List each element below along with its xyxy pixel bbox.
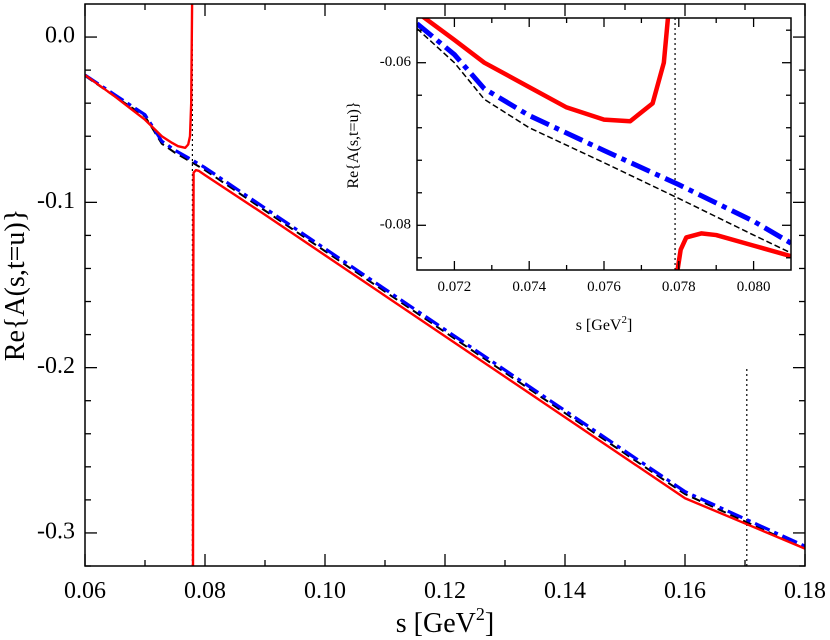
inset-x-tick-label: 0.078 (662, 279, 696, 295)
inset-series-dashed-black (417, 28, 791, 254)
inset-series-group (417, 18, 791, 270)
main-y-tick-label: -0.1 (37, 188, 75, 214)
inset-y-tick-label: -0.06 (380, 54, 412, 70)
main-y-tick-label: -0.3 (37, 518, 75, 544)
main-x-tick-label: 0.06 (64, 578, 106, 604)
main-y-tick-label: -0.2 (37, 353, 75, 379)
inset-x-tick-label: 0.072 (438, 279, 472, 295)
main-x-axis: 0.06 0.08 0.10 0.12 0.14 0.16 0.18 (64, 4, 826, 604)
main-series-dash-dot-blue (85, 73, 805, 548)
inset-y-axis-title: Re{A(s,t=u)} (345, 101, 362, 188)
inset-y-tick-label: -0.08 (380, 217, 411, 233)
main-x-tick-label: 0.16 (664, 578, 706, 604)
inset-series-solid-red-part2 (675, 231, 791, 270)
main-x-tick-label: 0.10 (304, 578, 346, 604)
main-x-tick-label: 0.14 (544, 578, 586, 604)
main-x-tick-label: 0.08 (184, 578, 226, 604)
inset-x-tick-label: 0.074 (512, 279, 546, 295)
main-x-tick-label: 0.12 (424, 578, 466, 604)
main-x-axis-title: s [GeV2] (396, 604, 494, 639)
main-series-group (85, 4, 805, 566)
inset-x-axis-title: s [GeV2] (576, 314, 633, 334)
inset-series-dash-dot-blue (417, 21, 791, 246)
inset-chart: 0.072 0.074 0.076 0.078 0.080 -0.06 -0.08 s [… (345, 17, 792, 334)
inset-x-axis: 0.072 0.074 0.076 0.078 0.080 (438, 18, 771, 295)
main-y-axis: 0.0 -0.1 -0.2 -0.3 (37, 23, 805, 567)
main-series-solid-red-part1 (85, 4, 194, 150)
inset-y-axis: -0.06 -0.08 (380, 29, 791, 259)
main-y-tick-label: 0.0 (45, 23, 75, 49)
main-x-tick-label: 0.18 (784, 578, 826, 604)
inset-x-tick-label: 0.076 (587, 279, 621, 295)
main-y-axis-title: Re{A(s,t=u)} (0, 209, 31, 361)
inset-series-solid-red-part1 (420, 18, 671, 124)
inset-x-tick-label: 0.080 (737, 279, 771, 295)
main-series-solid-red-part2 (191, 168, 805, 566)
main-chart: 0.06 0.08 0.10 0.12 0.14 0.16 0.18 0.0 -0.1 -0.2… (0, 3, 826, 639)
